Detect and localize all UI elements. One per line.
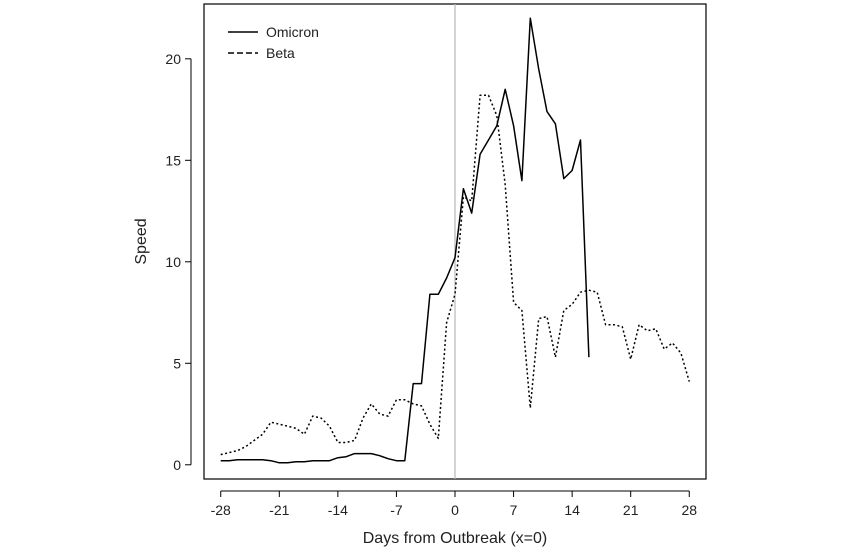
- y-tick-label: 15: [165, 152, 181, 168]
- x-tick-label: -28: [211, 502, 231, 518]
- x-axis-title: Days from Outbreak (x=0): [363, 530, 548, 547]
- x-tick-label: 21: [623, 502, 639, 518]
- legend-label-omicron: Omicron: [266, 24, 319, 40]
- x-tick-label: -7: [390, 502, 403, 518]
- legend-label-beta: Beta: [266, 45, 295, 61]
- x-tick-label: -14: [328, 502, 348, 518]
- y-axis-title: Speed: [133, 218, 150, 264]
- y-tick-label: 20: [165, 51, 181, 67]
- y-tick-label: 5: [173, 355, 181, 371]
- x-tick-label: -21: [269, 502, 289, 518]
- series-line-omicron: [220, 17, 590, 464]
- legend-layer: Omicron Beta: [228, 24, 319, 61]
- series-layer: [220, 17, 691, 464]
- x-tick-label: 0: [451, 502, 459, 518]
- x-tick-label: 28: [681, 502, 697, 518]
- x-tick-label: 14: [564, 502, 580, 518]
- axis-layer: -28 -21 -14 -7 0 7 14 21 28 0 5 10 15 20: [165, 51, 697, 518]
- x-tick-label: 7: [510, 502, 518, 518]
- y-tick-label: 10: [165, 254, 181, 270]
- series-line-beta: [220, 94, 691, 456]
- y-tick-label: 0: [173, 457, 181, 473]
